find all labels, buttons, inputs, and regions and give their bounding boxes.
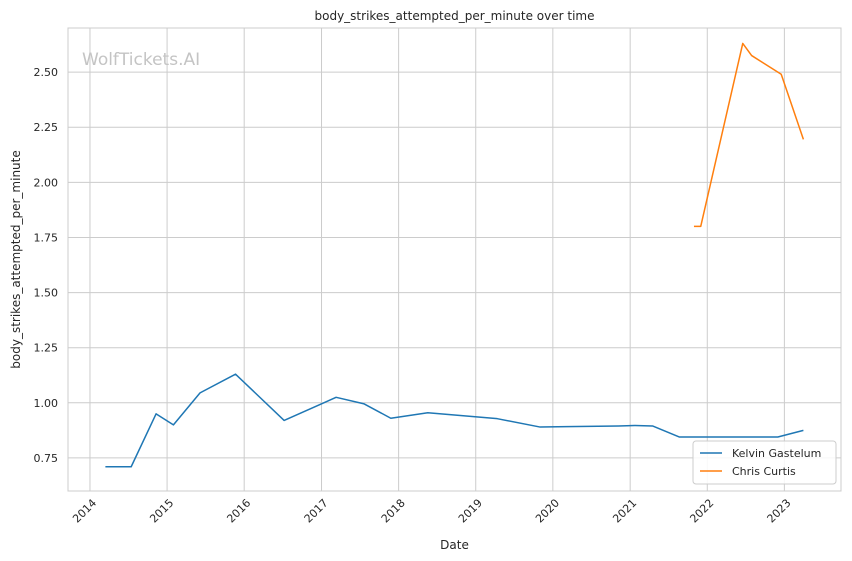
y-axis-ticks: 0.75 1.00 1.25 1.50 1.75 2.00 2.25 2.50 (34, 66, 59, 465)
y-axis-label: body_strikes_attempted_per_minute (9, 150, 23, 368)
series-line-chris-curtis (693, 42, 805, 228)
legend: Kelvin Gastelum Chris Curtis (692, 440, 837, 485)
series-lines (105, 42, 805, 468)
legend-box (692, 440, 837, 485)
plot-area (67, 27, 842, 492)
y-tick-label: 1.75 (34, 231, 59, 244)
legend-label-kelvin-gastelum: Kelvin Gastelum (732, 447, 821, 460)
series-line-kelvin-gastelum (105, 373, 804, 468)
y-tick-label: 2.50 (34, 66, 59, 79)
x-axis-label: Date (440, 538, 469, 552)
y-tick-label: 0.75 (34, 452, 59, 465)
y-tick-label: 1.50 (34, 287, 59, 300)
watermark: WolfTickets.AI (82, 50, 200, 70)
y-tick-label: 2.25 (34, 121, 59, 134)
y-tick-label: 1.25 (34, 342, 59, 355)
y-tick-label: 2.00 (34, 176, 59, 189)
chart-title: body_strikes_attempted_per_minute over t… (315, 9, 595, 23)
y-tick-label: 1.00 (34, 397, 59, 410)
legend-label-chris-curtis: Chris Curtis (732, 465, 796, 478)
